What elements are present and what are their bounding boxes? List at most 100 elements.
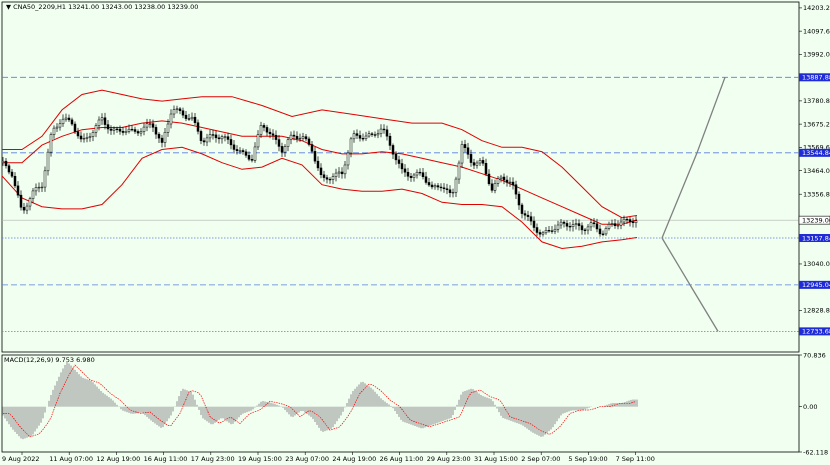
level-label-bg <box>799 73 830 82</box>
candle-body <box>301 136 305 139</box>
candle-body <box>364 135 368 139</box>
candle-body <box>511 181 515 185</box>
time-tick-label: 7 Sep 11:00 <box>616 455 655 463</box>
candle-body <box>181 110 185 116</box>
candle-body <box>340 171 344 175</box>
main-plot-frame <box>1 1 800 353</box>
time-tick-label: 9 Aug 2022 <box>2 455 40 463</box>
projection-line <box>689 284 719 332</box>
candle-body <box>439 186 443 189</box>
projection-line <box>661 152 698 239</box>
projection-line <box>696 77 726 154</box>
candle-body <box>496 178 500 184</box>
level-label: 13157.84 <box>802 234 830 242</box>
candle-body <box>139 131 143 134</box>
candle-body <box>262 125 266 128</box>
candle-body <box>154 127 158 135</box>
candle-body <box>631 221 635 224</box>
macd-header: MACD(12,26,9) 9.753 6.980 <box>4 356 95 364</box>
candle-body <box>583 229 587 231</box>
candle-body <box>214 134 218 139</box>
candle-body <box>133 129 137 132</box>
candle-body <box>586 226 590 231</box>
candle-body <box>562 221 566 224</box>
bollinger-lower-line <box>1 146 638 250</box>
candle-body <box>223 136 227 138</box>
time-tick-label: 29 Aug 23:00 <box>427 455 471 463</box>
candle-body <box>172 109 176 115</box>
symbol-header: ▼ CNA50_2209,H1 13241.00 13243.00 13238.… <box>6 3 198 11</box>
candle-body <box>310 144 314 152</box>
candle-body <box>142 126 146 132</box>
candle-body <box>82 137 86 140</box>
candle-body <box>31 190 35 199</box>
candle-body <box>124 131 128 133</box>
candle-body <box>424 176 428 183</box>
candle-body <box>622 218 626 223</box>
candle-body <box>43 170 47 188</box>
candle-body <box>394 153 398 161</box>
candle-body <box>277 139 281 147</box>
candle-body <box>7 165 11 173</box>
candle-body <box>178 108 182 111</box>
candle-body <box>526 214 530 217</box>
candle-body <box>349 138 353 154</box>
candle-body <box>568 226 572 228</box>
candle-body <box>97 119 101 126</box>
candle-body <box>250 159 254 161</box>
candle-body <box>94 125 98 133</box>
candle-body <box>37 186 41 189</box>
candle-body <box>208 134 212 139</box>
candle-body <box>376 133 380 136</box>
candle-body <box>580 225 584 231</box>
candle-body <box>40 186 44 189</box>
candle-body <box>73 123 77 132</box>
price-tick-label: 13040.00 <box>803 260 830 268</box>
candle-body <box>475 162 479 166</box>
candle-body <box>361 138 365 140</box>
candle-body <box>535 227 539 233</box>
candle-body <box>499 176 503 179</box>
price-tick-label: 12828.80 <box>803 307 830 315</box>
candle-body <box>64 117 68 120</box>
candle-body <box>601 233 605 235</box>
candle-body <box>298 137 302 140</box>
candle-body <box>352 133 356 140</box>
level-label: 13887.88 <box>802 74 830 82</box>
level-label-bg <box>799 148 830 157</box>
price-tick-label: 13464.00 <box>803 167 830 175</box>
candle-body <box>502 176 506 181</box>
candle-body <box>544 230 548 234</box>
candle-body <box>523 213 527 216</box>
candle-body <box>466 147 470 155</box>
candle-body <box>610 223 614 225</box>
candle-body <box>331 176 335 180</box>
time-tick-label: 19 Aug 15:00 <box>238 455 282 463</box>
candle-body <box>538 232 542 235</box>
candle-body <box>286 139 290 147</box>
candle-body <box>571 224 575 227</box>
candle-body <box>190 116 194 120</box>
candle-body <box>463 144 467 148</box>
candle-body <box>358 135 362 139</box>
candle-body <box>616 225 620 227</box>
bollinger-mid-line <box>2 120 638 225</box>
macd-tick-label: 0.00 <box>803 403 817 411</box>
candle-body <box>472 162 476 166</box>
candle-body <box>346 152 350 166</box>
candle-body <box>19 194 23 208</box>
candle-body <box>235 149 239 152</box>
candle-body <box>595 223 599 230</box>
candle-body <box>553 228 557 232</box>
candle-body <box>388 135 392 146</box>
candle-body <box>412 174 416 178</box>
candle-body <box>478 160 482 164</box>
candle-body <box>343 164 347 175</box>
candle-body <box>193 116 197 123</box>
candle-body <box>406 171 410 177</box>
candle-body <box>196 122 200 132</box>
candle-body <box>355 133 359 136</box>
candle-body <box>613 223 617 227</box>
candle-body <box>319 167 323 176</box>
